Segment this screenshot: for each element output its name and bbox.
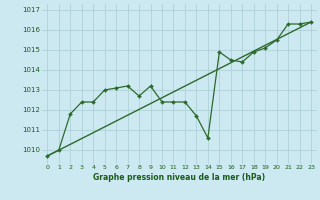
X-axis label: Graphe pression niveau de la mer (hPa): Graphe pression niveau de la mer (hPa)	[93, 173, 265, 182]
